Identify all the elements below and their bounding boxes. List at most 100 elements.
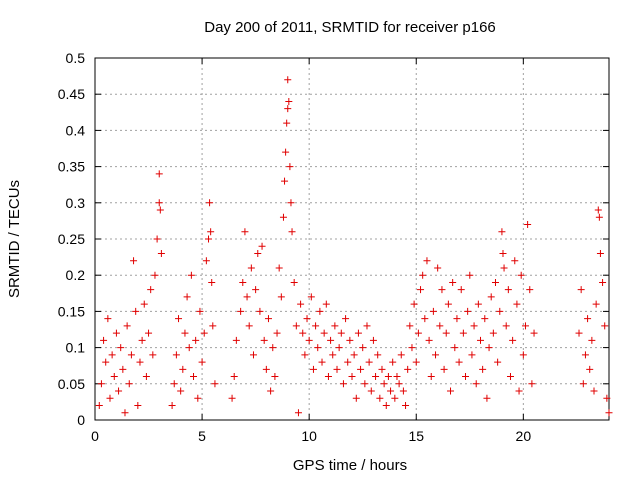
- data-point: [414, 329, 422, 337]
- data-point: [181, 329, 189, 337]
- data-point: [256, 307, 264, 315]
- data-point: [260, 336, 268, 344]
- data-point: [239, 278, 247, 286]
- data-point: [324, 373, 332, 381]
- data-point: [472, 380, 480, 388]
- data-point: [590, 387, 598, 395]
- data-point: [134, 402, 142, 410]
- data-point: [232, 336, 240, 344]
- x-tick-labels: 0 5 10 15 20: [91, 428, 531, 444]
- data-point: [417, 286, 425, 294]
- data-point: [264, 315, 272, 323]
- data-point: [316, 307, 324, 315]
- data-point: [380, 380, 388, 388]
- data-point: [504, 286, 512, 294]
- data-point: [145, 329, 153, 337]
- data-point: [156, 206, 164, 214]
- data-point: [382, 402, 390, 410]
- data-point: [506, 373, 514, 381]
- data-point: [151, 271, 159, 279]
- data-point: [605, 409, 613, 417]
- data-point: [100, 336, 108, 344]
- data-point: [359, 344, 367, 352]
- data-point: [363, 322, 371, 330]
- data-point: [515, 387, 523, 395]
- y-axis-label: SRMTID / TECUs: [6, 180, 23, 298]
- data-point: [393, 373, 401, 381]
- data-point: [339, 380, 347, 388]
- data-point: [354, 329, 362, 337]
- data-point: [157, 249, 165, 257]
- data-point: [421, 315, 429, 323]
- data-point: [342, 315, 350, 323]
- data-point: [125, 380, 133, 388]
- data-point: [517, 271, 525, 279]
- data-point: [329, 351, 337, 359]
- data-point: [389, 358, 397, 366]
- data-point: [577, 286, 585, 294]
- data-point: [586, 365, 594, 373]
- data-point: [352, 394, 360, 402]
- data-point: [331, 322, 339, 330]
- data-point: [438, 286, 446, 294]
- data-point: [320, 329, 328, 337]
- data-point: [519, 351, 527, 359]
- data-point: [121, 409, 129, 417]
- data-point: [459, 329, 467, 337]
- data-point: [365, 358, 373, 366]
- data-point: [299, 329, 307, 337]
- data-point: [387, 387, 395, 395]
- data-point: [485, 344, 493, 352]
- data-point: [301, 351, 309, 359]
- data-point: [95, 402, 103, 410]
- data-point: [267, 387, 275, 395]
- data-point: [502, 322, 510, 330]
- data-point: [175, 315, 183, 323]
- data-point: [149, 351, 157, 359]
- data-point: [202, 257, 210, 265]
- data-point: [350, 351, 358, 359]
- x-axis-label: GPS time / hours: [293, 457, 407, 474]
- data-point: [262, 365, 270, 373]
- data-point: [479, 365, 487, 373]
- data-point: [185, 344, 193, 352]
- data-point: [432, 351, 440, 359]
- data-point: [528, 380, 536, 388]
- y-tick-label: 0.15: [58, 303, 85, 319]
- data-point: [140, 300, 148, 308]
- data-point: [499, 249, 507, 257]
- data-point: [335, 344, 343, 352]
- data-point: [196, 307, 204, 315]
- data-point: [312, 322, 320, 330]
- data-point: [436, 322, 444, 330]
- data-point: [147, 286, 155, 294]
- data-point: [333, 365, 341, 373]
- data-point: [303, 315, 311, 323]
- data-point: [372, 373, 380, 381]
- data-point: [419, 271, 427, 279]
- data-point: [172, 351, 180, 359]
- data-point: [361, 380, 369, 388]
- data-point: [457, 286, 465, 294]
- data-point: [112, 329, 120, 337]
- data-point: [284, 76, 292, 84]
- data-point: [205, 235, 213, 243]
- data-point: [187, 271, 195, 279]
- data-point: [369, 336, 377, 344]
- data-point: [474, 300, 482, 308]
- data-point: [491, 278, 499, 286]
- data-point: [254, 249, 262, 257]
- data-point: [402, 402, 410, 410]
- x-tick-label: 20: [516, 428, 532, 444]
- data-point: [292, 322, 300, 330]
- y-tick-label: 0.5: [66, 50, 86, 66]
- data-point: [594, 206, 602, 214]
- data-point: [117, 344, 125, 352]
- data-point: [247, 264, 255, 272]
- x-tick-label: 5: [198, 428, 206, 444]
- data-point: [423, 257, 431, 265]
- data-point: [286, 163, 294, 171]
- y-tick-label: 0.45: [58, 86, 85, 102]
- data-point: [584, 315, 592, 323]
